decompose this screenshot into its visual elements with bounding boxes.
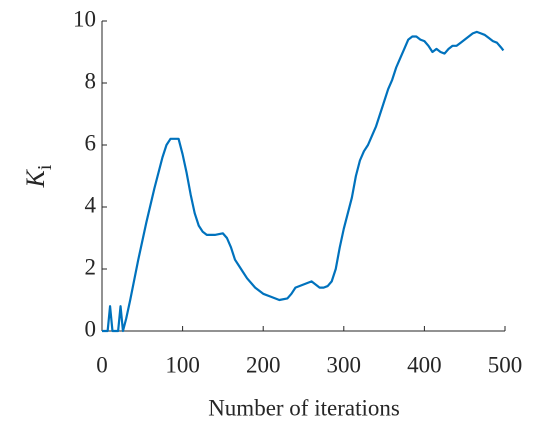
y-tick-label: 10 xyxy=(73,6,96,31)
x-tick-label: 400 xyxy=(407,352,442,377)
x-tick-label: 300 xyxy=(327,352,362,377)
y-tick-label: 8 xyxy=(85,68,97,93)
y-tick-label: 0 xyxy=(85,316,97,341)
y-tick-label: 4 xyxy=(85,192,97,217)
y-axis-label: Ki xyxy=(21,164,56,188)
x-tick-label: 0 xyxy=(96,352,108,377)
x-axis-label: Number of iterations xyxy=(208,395,400,420)
y-axis-label-main: K xyxy=(21,168,50,188)
y-tick-label: 6 xyxy=(85,130,97,155)
data-line xyxy=(102,30,505,333)
y-axis-label-subscript: i xyxy=(34,164,56,170)
y-tick-label: 2 xyxy=(85,254,97,279)
x-tick-label: 100 xyxy=(165,352,200,377)
x-tick-label: 500 xyxy=(488,352,523,377)
x-tick-label: 200 xyxy=(246,352,281,377)
